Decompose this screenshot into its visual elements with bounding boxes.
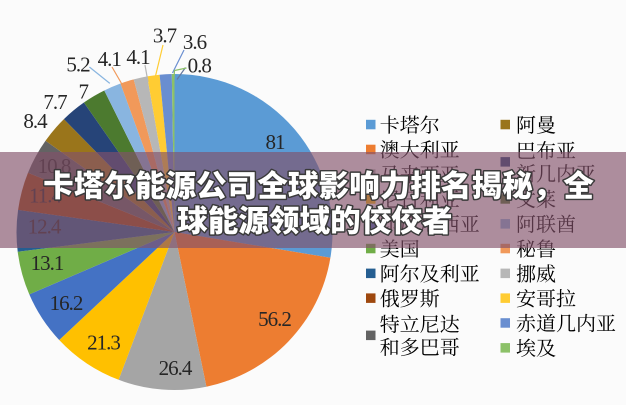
svg-text:8.4: 8.4	[23, 109, 48, 133]
svg-text:3.6: 3.6	[183, 30, 207, 54]
svg-text:13.1: 13.1	[31, 251, 64, 275]
svg-text:4.1: 4.1	[98, 47, 122, 71]
svg-text:0.8: 0.8	[188, 54, 212, 78]
svg-text:56.2: 56.2	[258, 307, 291, 331]
svg-text:21.3: 21.3	[87, 331, 120, 355]
svg-text:7: 7	[79, 80, 89, 104]
svg-text:26.4: 26.4	[159, 356, 193, 380]
svg-text:16.2: 16.2	[50, 291, 83, 315]
svg-text:81: 81	[266, 130, 286, 154]
svg-text:5.2: 5.2	[66, 52, 90, 76]
svg-text:4.1: 4.1	[126, 45, 150, 69]
svg-text:7.7: 7.7	[43, 90, 67, 114]
svg-text:3.7: 3.7	[153, 24, 177, 48]
